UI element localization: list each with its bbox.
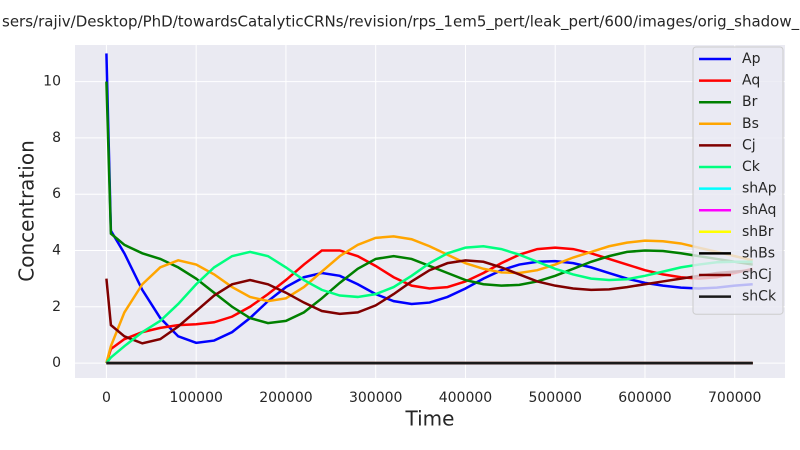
y-tick-label: 10 <box>43 74 61 90</box>
legend-label: shBr <box>742 224 774 240</box>
series-line <box>105 235 753 364</box>
y-axis-label: Concentration <box>15 140 39 281</box>
legend-label: shAq <box>742 202 776 218</box>
legend-label: shAp <box>742 181 777 197</box>
series-line <box>105 245 753 364</box>
x-tick-label: 300000 <box>349 390 402 406</box>
y-tick-label: 6 <box>52 186 61 202</box>
y-tick-label: 8 <box>52 130 61 146</box>
series-line <box>105 53 753 345</box>
legend-label: Br <box>742 94 758 110</box>
legend-label: Ap <box>742 51 761 67</box>
legend: Ap Aq Br Bs Cj Ck shAp shAq shBr shBs shCj shCk <box>692 46 784 315</box>
series-line <box>105 246 753 364</box>
legend-label: Bs <box>742 116 759 132</box>
x-tick-label: 500000 <box>528 390 581 406</box>
x-tick-label: 200000 <box>259 390 312 406</box>
y-tick-label: 4 <box>52 242 61 258</box>
x-tick-label: 600000 <box>618 390 671 406</box>
legend-label: shCj <box>742 267 772 283</box>
series-line <box>105 259 753 345</box>
y-tick-label: 2 <box>52 299 61 315</box>
x-axis-label: Time <box>405 407 455 431</box>
x-tick-label: 0 <box>102 390 111 406</box>
legend-label: shCk <box>742 289 777 305</box>
chart-title: sers/rajiv/Desktop/PhD/towardsCatalyticC… <box>2 13 800 32</box>
legend-label: Cj <box>742 137 756 153</box>
x-tick-label: 100000 <box>169 390 222 406</box>
lines <box>105 53 753 365</box>
x-tick-label: 700000 <box>708 390 761 406</box>
x-tick-label: 400000 <box>439 390 492 406</box>
legend-label: Aq <box>742 73 760 89</box>
legend-label: Ck <box>742 159 761 175</box>
y-tick-label: 0 <box>52 355 61 371</box>
legend-box <box>692 46 784 315</box>
legend-label: shBs <box>742 245 775 261</box>
plot-area <box>75 45 785 378</box>
